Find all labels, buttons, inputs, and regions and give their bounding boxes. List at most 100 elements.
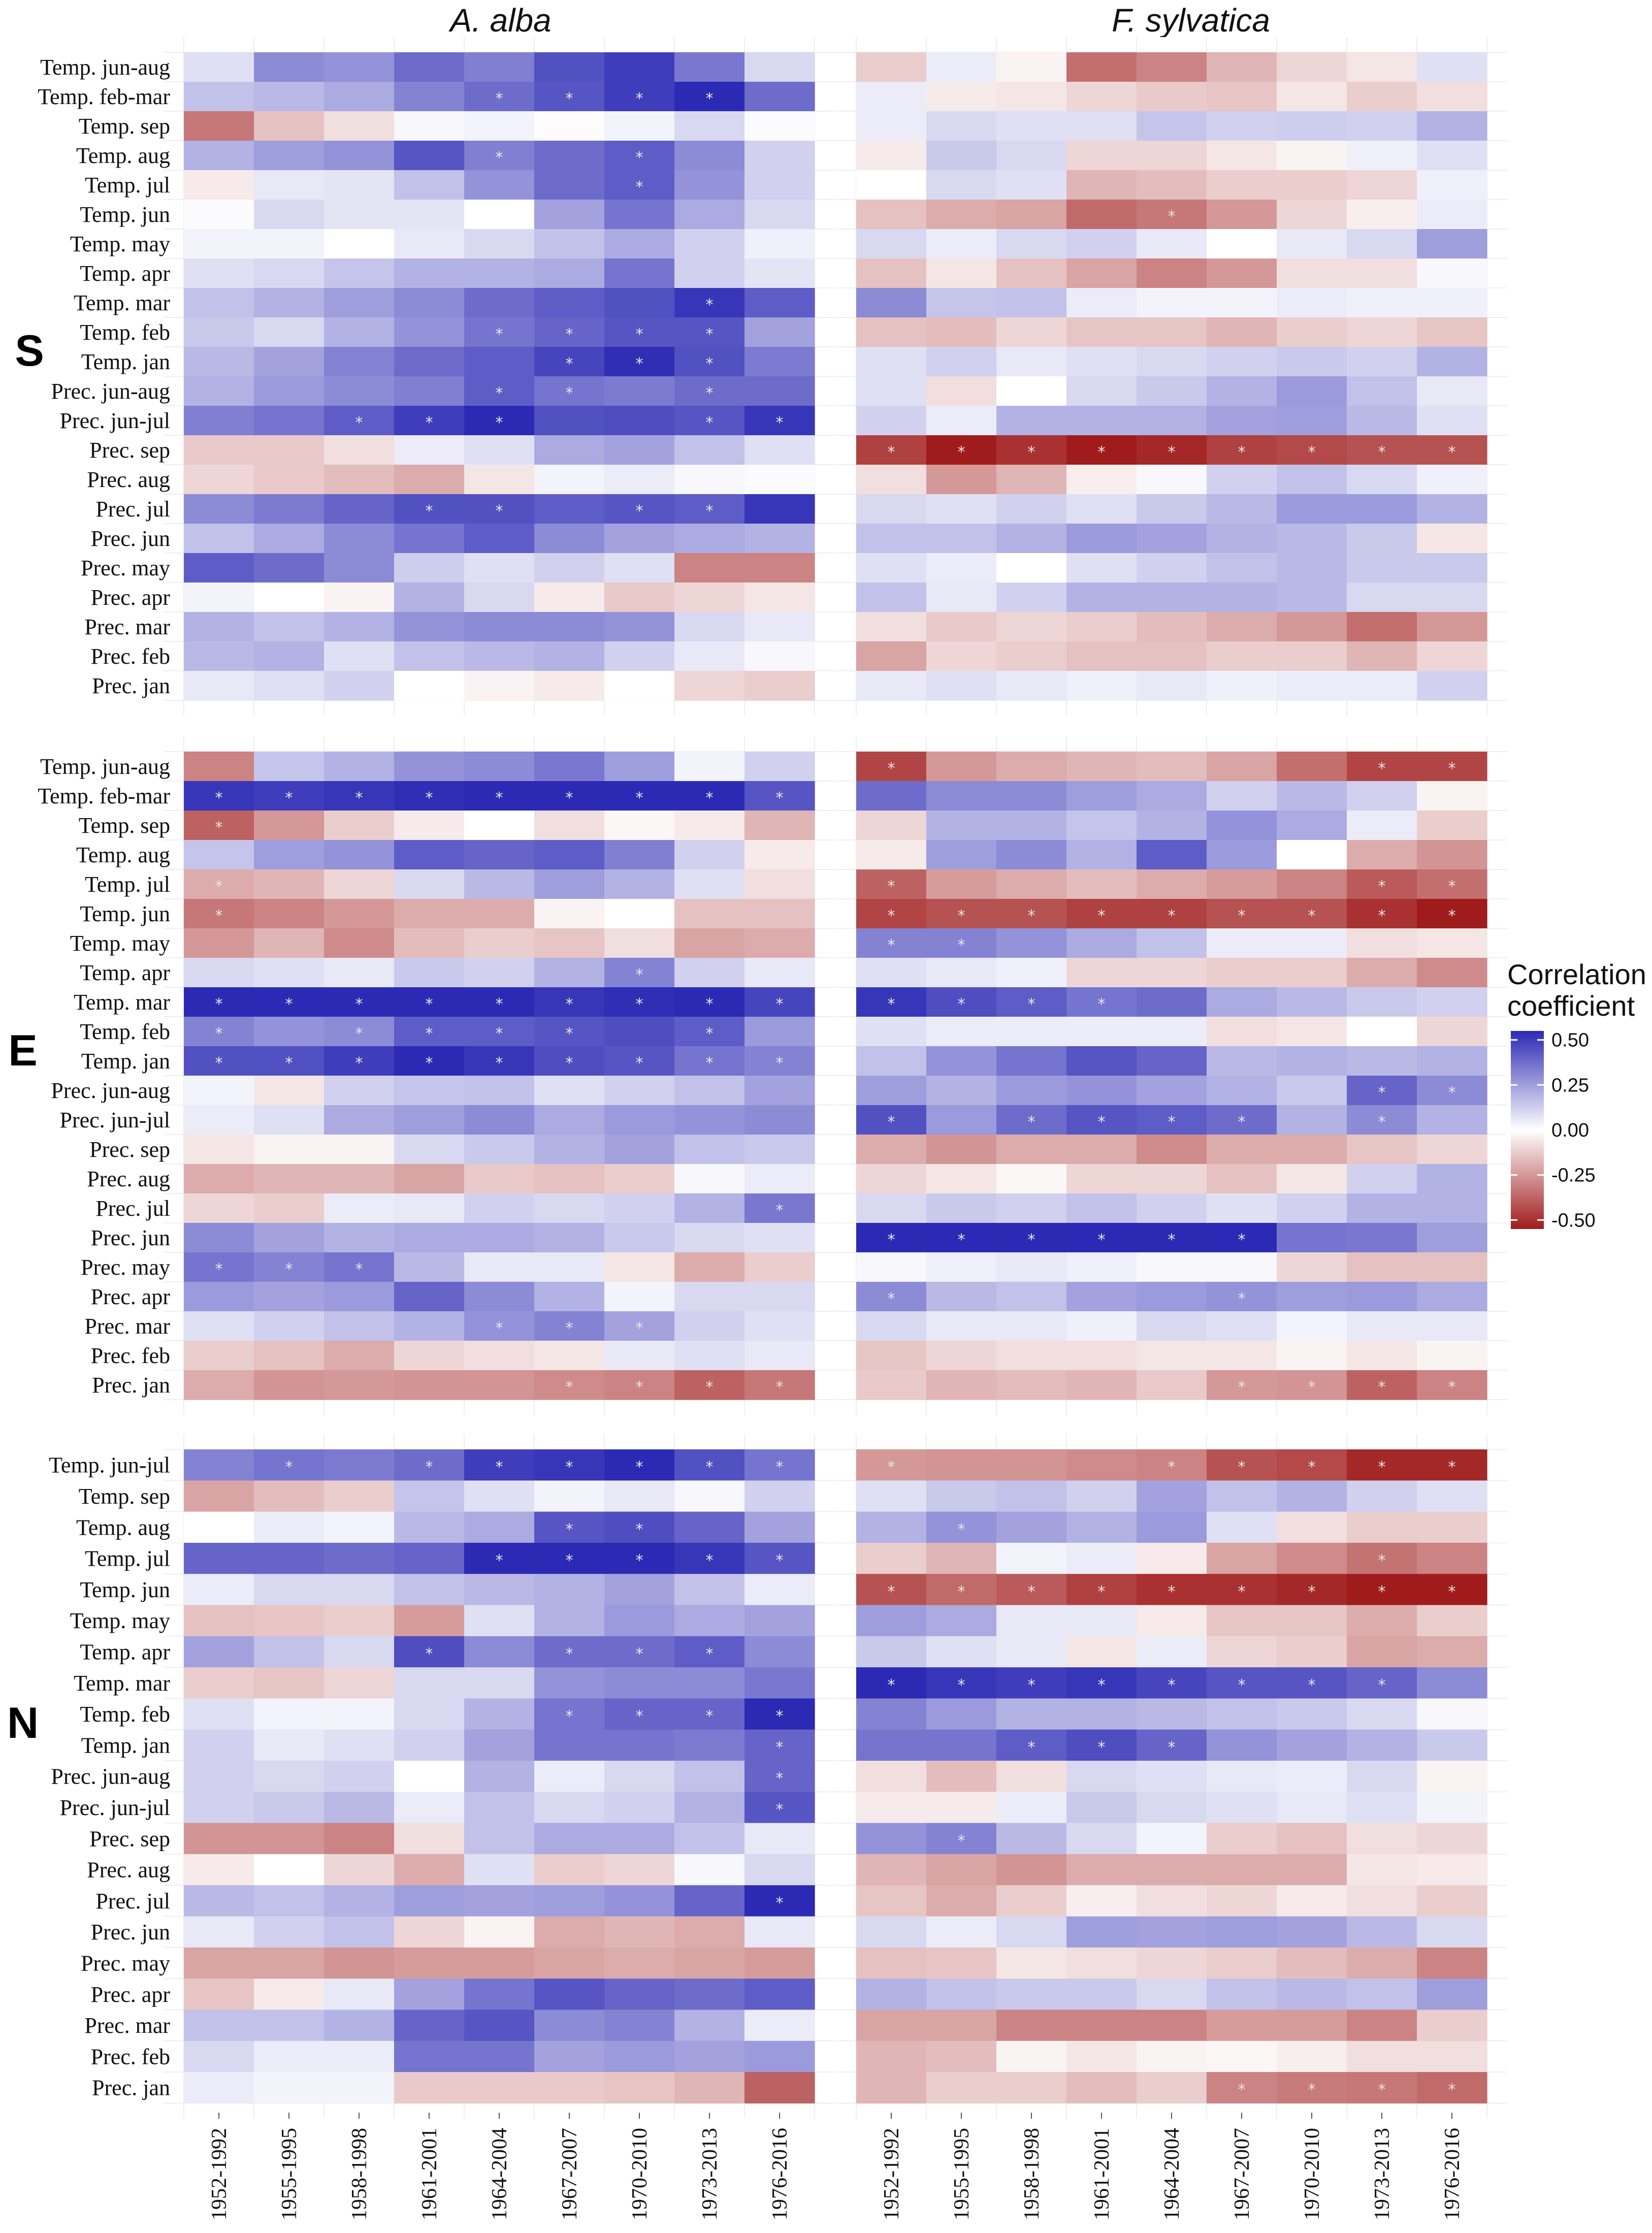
heatmap-cell xyxy=(604,1480,675,1512)
heatmap-cell xyxy=(324,1979,395,2010)
significance-marker: * xyxy=(706,326,714,343)
heatmap-cell xyxy=(324,52,395,82)
heatmap-cell xyxy=(996,1105,1067,1135)
heatmap-cell xyxy=(926,899,997,929)
heatmap-cell xyxy=(926,435,997,465)
heatmap-cell xyxy=(1347,1370,1417,1400)
heatmap-cell xyxy=(534,111,605,141)
heatmap-cell xyxy=(324,671,395,701)
heatmap-cell xyxy=(464,111,535,141)
significance-marker: * xyxy=(636,1707,643,1725)
heatmap-cell xyxy=(464,958,535,988)
heatmap-cell xyxy=(534,553,605,583)
heatmap-cell xyxy=(394,553,465,583)
heatmap-cell xyxy=(1066,52,1137,82)
heatmap-cell xyxy=(1207,840,1277,870)
heatmap-cell xyxy=(856,811,927,840)
heatmap-cell xyxy=(926,524,997,554)
heatmap-cell xyxy=(744,111,815,141)
legend-tick-label: 0.00 xyxy=(1551,1120,1589,1141)
heatmap-cell xyxy=(1347,435,1417,465)
heatmap-cell xyxy=(1417,2041,1487,2073)
heatmap-cell xyxy=(926,1076,997,1106)
heatmap-cell xyxy=(394,1252,465,1282)
heatmap-cell xyxy=(604,1105,675,1135)
heatmap-cell xyxy=(254,141,325,171)
heatmap-cell xyxy=(604,1193,675,1223)
heatmap-cell xyxy=(394,781,465,811)
heatmap-cell xyxy=(1207,1729,1277,1761)
heatmap-cell xyxy=(534,1311,605,1341)
heatmap-cell xyxy=(744,1885,815,1917)
heatmap-cell xyxy=(604,2010,675,2042)
heatmap-cell xyxy=(1207,928,1277,958)
heatmap-cell xyxy=(1417,465,1487,495)
heatmap-cell xyxy=(1347,406,1417,436)
significance-marker: * xyxy=(1098,907,1106,925)
heatmap-cell xyxy=(1066,671,1137,701)
significance-marker: * xyxy=(1308,443,1316,461)
heatmap-cell xyxy=(856,82,927,112)
heatmap-cell xyxy=(1207,671,1277,701)
heatmap-cell xyxy=(744,465,815,495)
heatmap-cell xyxy=(1347,1916,1417,1948)
heatmap-cell xyxy=(604,811,675,840)
heatmap-cell xyxy=(996,1135,1067,1164)
heatmap-cell xyxy=(1417,376,1487,406)
heatmap-cell xyxy=(1347,376,1417,406)
heatmap-cell xyxy=(394,1979,465,2010)
heatmap-cell xyxy=(534,376,605,406)
heatmap-cell xyxy=(464,1605,535,1637)
heatmap-cell xyxy=(996,1223,1067,1253)
legend: Correlation coefficient 0.50 0.25 0.00 -0.2… xyxy=(1507,958,1646,1231)
heatmap-cell xyxy=(184,1105,254,1135)
heatmap-cell xyxy=(464,1542,535,1574)
heatmap-cell xyxy=(394,524,465,554)
heatmap-cell xyxy=(1137,928,1207,958)
heatmap-cell xyxy=(534,2010,605,2042)
significance-marker: * xyxy=(776,1894,784,1912)
heatmap-cell xyxy=(184,1449,254,1481)
heatmap-cell xyxy=(926,752,997,782)
heatmap-cell xyxy=(1417,1046,1487,1076)
heatmap-cell xyxy=(324,1341,395,1371)
heatmap-cell xyxy=(744,2072,815,2103)
heatmap-cell xyxy=(324,347,395,377)
heatmap-cell xyxy=(324,1511,395,1543)
heatmap-cell xyxy=(1347,141,1417,171)
heatmap-cell xyxy=(1277,899,1347,929)
heatmap-cell xyxy=(1137,82,1207,112)
heatmap-cell xyxy=(1137,1792,1207,1824)
heatmap-cell xyxy=(1137,317,1207,347)
heatmap-cell xyxy=(856,465,927,495)
heatmap-cell xyxy=(254,1542,325,1574)
row-label: Temp. jul xyxy=(85,1546,170,1571)
heatmap-cell xyxy=(926,288,997,318)
heatmap-cell xyxy=(324,1223,395,1253)
heatmap-cell xyxy=(1417,1729,1487,1761)
row-label: Temp. mar xyxy=(74,1671,170,1696)
heatmap-cell xyxy=(254,435,325,465)
heatmap-cell xyxy=(1417,752,1487,782)
significance-marker: * xyxy=(888,907,895,925)
heatmap-cell xyxy=(1277,1698,1347,1730)
heatmap-cell xyxy=(1137,840,1207,870)
heatmap-cell xyxy=(1417,1823,1487,1855)
heatmap-cell xyxy=(184,2072,254,2103)
heatmap-cell xyxy=(184,582,254,612)
heatmap-cell xyxy=(324,1252,395,1282)
heatmap-cell xyxy=(464,641,535,671)
heatmap-cell xyxy=(534,229,605,259)
heatmap-cell xyxy=(996,752,1067,782)
heatmap-cell xyxy=(1066,612,1137,642)
heatmap-cell xyxy=(996,1076,1067,1106)
heatmap-cell xyxy=(1137,2010,1207,2042)
heatmap-cell xyxy=(604,1511,675,1543)
heatmap-cell xyxy=(674,1105,745,1135)
heatmap-cell xyxy=(1277,1223,1347,1253)
heatmap-cell xyxy=(1066,1076,1137,1106)
heatmap-cell xyxy=(856,111,927,141)
heatmap-cell xyxy=(1417,1542,1487,1574)
heatmap-cell xyxy=(926,1511,997,1543)
heatmap-cell xyxy=(674,52,745,82)
